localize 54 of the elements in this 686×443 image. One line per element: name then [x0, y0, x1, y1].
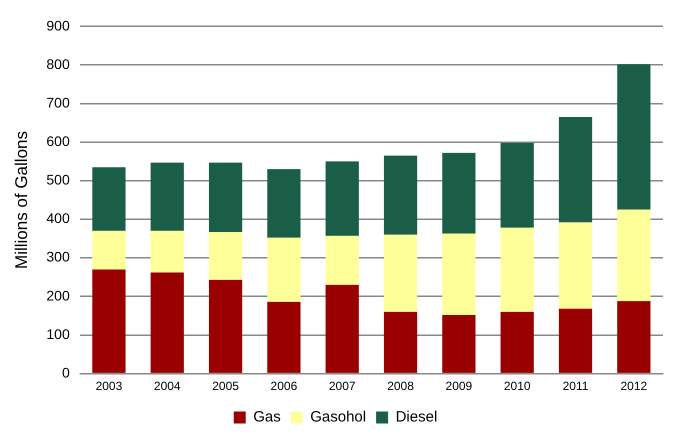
bar	[267, 238, 301, 302]
bar	[208, 162, 242, 232]
x-tick-label: 2007	[328, 379, 356, 394]
bar	[617, 64, 650, 210]
legend-label: Gasohol	[310, 408, 366, 426]
y-tick-label: 200	[46, 287, 70, 304]
bar	[326, 161, 359, 236]
bar	[617, 301, 650, 373]
x-tick-label: 2003	[96, 379, 123, 394]
y-tick-label: 500	[46, 172, 70, 188]
bar	[267, 302, 301, 373]
bar	[150, 272, 184, 373]
y-tick-label: 700	[46, 94, 70, 110]
bar	[208, 280, 242, 373]
bar	[267, 169, 301, 238]
x-tick-label: 2011	[562, 379, 589, 394]
y-axis-title: Millions of Gallons	[12, 131, 31, 269]
x-tick-label: 2012	[620, 379, 648, 394]
bar	[208, 232, 242, 280]
bar	[384, 234, 418, 312]
bar	[558, 222, 592, 309]
bar	[384, 312, 418, 373]
bar	[326, 236, 359, 285]
bar	[92, 269, 126, 373]
x-tick-label: 2009	[446, 379, 473, 394]
bar	[92, 167, 126, 231]
bar	[500, 312, 534, 373]
bar	[442, 314, 476, 373]
x-tick-label: 2005	[212, 379, 240, 394]
bar	[92, 230, 126, 270]
y-tick-label: 100	[46, 326, 70, 342]
y-tick-label: 0	[62, 364, 70, 380]
y-tick-label: 900	[46, 17, 70, 34]
bar	[150, 230, 184, 273]
bar	[500, 142, 534, 228]
x-tick-label: 2006	[270, 379, 298, 394]
bar	[326, 284, 359, 373]
y-tick-label: 600	[46, 132, 70, 149]
bar	[500, 228, 534, 312]
bar	[617, 210, 650, 302]
y-tick-label: 400	[46, 210, 70, 226]
x-tick-label: 2004	[154, 379, 181, 394]
bar	[442, 234, 476, 315]
legend-label: Gas	[253, 408, 281, 426]
x-tick-label: 2010	[504, 379, 531, 394]
y-tick-label: 800	[46, 56, 70, 72]
bar	[558, 308, 592, 373]
bar	[150, 162, 184, 231]
bar	[558, 117, 592, 222]
y-tick-label: 300	[46, 248, 70, 265]
bar	[442, 152, 476, 234]
bar	[384, 156, 418, 235]
x-tick-label: 2008	[387, 379, 414, 394]
legend-label: Diesel	[396, 408, 438, 426]
